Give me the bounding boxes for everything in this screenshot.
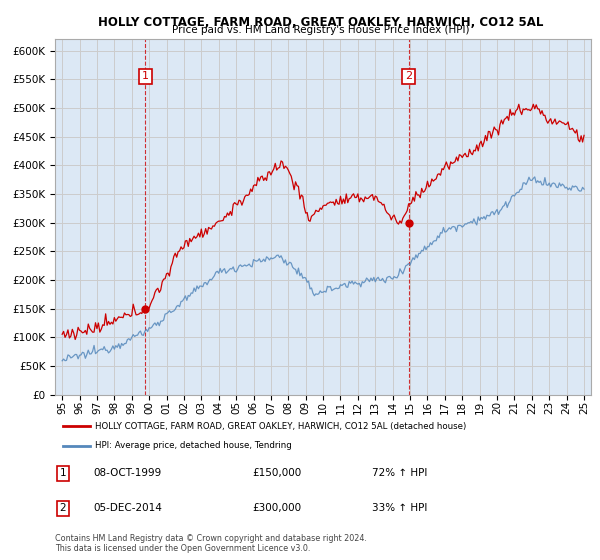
Text: 2: 2 <box>59 503 67 514</box>
Text: £150,000: £150,000 <box>252 468 301 478</box>
Text: 33% ↑ HPI: 33% ↑ HPI <box>372 503 427 514</box>
Text: HOLLY COTTAGE, FARM ROAD, GREAT OAKLEY, HARWICH, CO12 5AL (detached house): HOLLY COTTAGE, FARM ROAD, GREAT OAKLEY, … <box>95 422 467 431</box>
Text: £300,000: £300,000 <box>252 503 301 514</box>
Text: 05-DEC-2014: 05-DEC-2014 <box>93 503 162 514</box>
Text: 08-OCT-1999: 08-OCT-1999 <box>93 468 161 478</box>
Text: HPI: Average price, detached house, Tendring: HPI: Average price, detached house, Tend… <box>95 441 292 450</box>
Text: 2: 2 <box>405 72 412 82</box>
Text: Price paid vs. HM Land Registry's House Price Index (HPI): Price paid vs. HM Land Registry's House … <box>172 25 470 35</box>
Text: Contains HM Land Registry data © Crown copyright and database right 2024.
This d: Contains HM Land Registry data © Crown c… <box>55 534 367 553</box>
Text: 1: 1 <box>142 72 149 82</box>
Text: 72% ↑ HPI: 72% ↑ HPI <box>372 468 427 478</box>
Text: HOLLY COTTAGE, FARM ROAD, GREAT OAKLEY, HARWICH, CO12 5AL: HOLLY COTTAGE, FARM ROAD, GREAT OAKLEY, … <box>98 16 544 29</box>
Text: 1: 1 <box>59 468 67 478</box>
